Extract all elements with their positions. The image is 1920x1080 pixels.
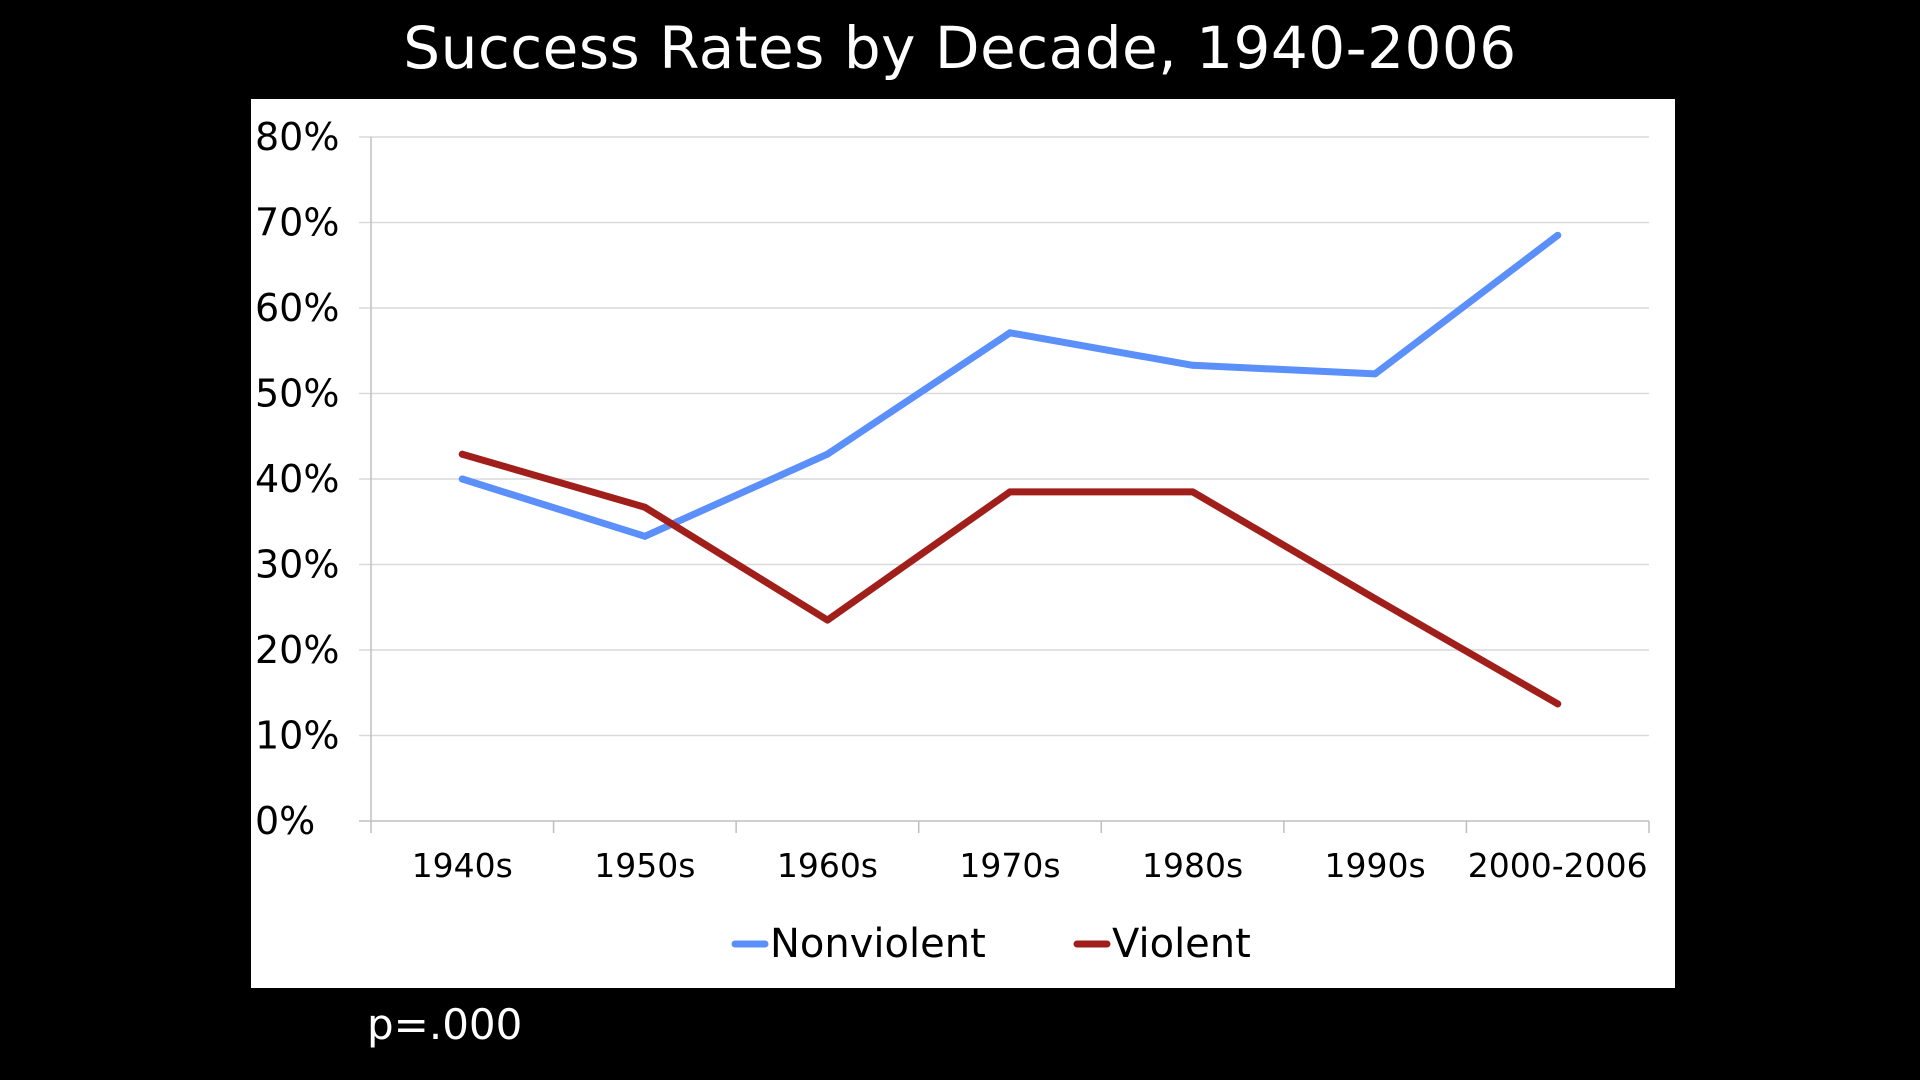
violent-data-point — [641, 503, 649, 511]
nonviolent-data-point — [823, 450, 831, 458]
y-tick-label: 60% — [255, 286, 339, 330]
y-tick-label: 30% — [255, 543, 339, 587]
x-tick-label: 2000-2006 — [1468, 846, 1648, 885]
nonviolent-data-point — [641, 532, 649, 540]
legend-label-violent: Violent — [1112, 921, 1251, 967]
y-tick-label: 10% — [255, 714, 339, 758]
y-tick-label: 20% — [255, 628, 339, 672]
y-tick-label: 70% — [255, 201, 339, 245]
nonviolent-data-point — [1554, 231, 1562, 239]
x-tick-label: 1990s — [1325, 846, 1426, 885]
nonviolent-data-point — [1006, 329, 1014, 337]
violent-data-point — [823, 616, 831, 624]
nonviolent-data-point — [1371, 370, 1379, 378]
chart-title: Success Rates by Decade, 1940-2006 — [403, 14, 1517, 82]
x-tick-label: 1960s — [777, 846, 878, 885]
y-tick-label: 50% — [255, 372, 339, 416]
violent-data-point — [458, 450, 466, 458]
violent-data-point — [1371, 595, 1379, 603]
y-tick-label: 40% — [255, 457, 339, 501]
nonviolent-data-point — [458, 475, 466, 483]
x-tick-label: 1980s — [1142, 846, 1243, 885]
legend-label-nonviolent: Nonviolent — [770, 921, 986, 967]
x-tick-label: 1970s — [959, 846, 1060, 885]
p-value-note: p=.000 — [367, 1000, 523, 1049]
x-tick-label: 1940s — [412, 846, 513, 885]
y-tick-label: 0% — [255, 799, 315, 843]
violent-data-point — [1554, 700, 1562, 708]
line-chart: 0% 10% 20% 30% 40% 50% 60% 70% 80% 1940s 1950s 1960… — [255, 115, 1650, 967]
chart-panel: 0% 10% 20% 30% 40% 50% 60% 70% 80% 1940s 1950s 1960… — [251, 99, 1675, 988]
y-tick-label: 80% — [255, 115, 339, 159]
nonviolent-data-point — [1189, 361, 1197, 369]
violent-data-point — [1006, 488, 1014, 496]
x-tick-label: 1950s — [594, 846, 695, 885]
violent-data-point — [1189, 488, 1197, 496]
